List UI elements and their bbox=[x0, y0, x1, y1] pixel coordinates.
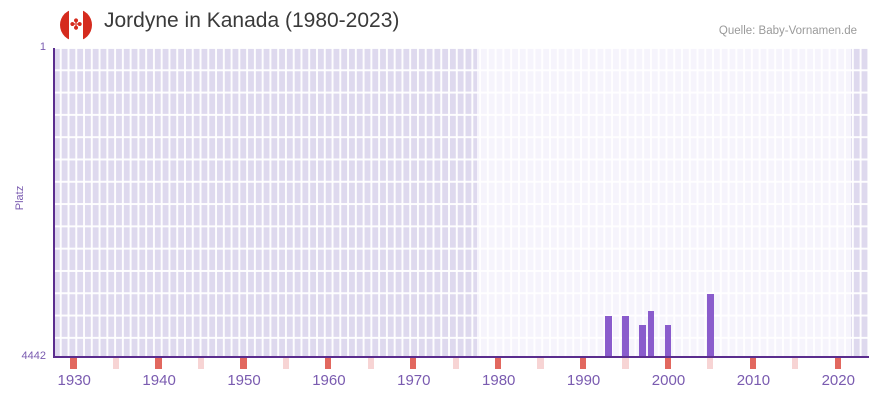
x-tick-major-1940 bbox=[155, 358, 162, 369]
x-tick-major-2020 bbox=[834, 358, 841, 369]
bar-1993[interactable] bbox=[605, 315, 612, 357]
x-axis-label-1930: 1930 bbox=[57, 372, 91, 389]
x-tick-major-1970 bbox=[410, 358, 417, 369]
x-tick-major-1960 bbox=[325, 358, 332, 369]
bar-2005[interactable] bbox=[707, 293, 714, 357]
x-axis-label-1990: 1990 bbox=[566, 372, 601, 389]
x-axis-label-1970: 1970 bbox=[397, 372, 431, 389]
maple-leaf-icon: ✤ bbox=[69, 16, 83, 34]
x-tick-major-2000 bbox=[664, 358, 672, 369]
x-axis-label-1960: 1960 bbox=[312, 372, 346, 389]
canada-flag-icon: ✤ bbox=[60, 9, 92, 41]
bar-2000[interactable] bbox=[664, 324, 672, 357]
y-axis-title: Platz bbox=[14, 185, 26, 211]
x-axis-label-2010: 2010 bbox=[736, 372, 771, 389]
bar-1995[interactable] bbox=[622, 315, 629, 357]
x-tick-minor-2015 bbox=[792, 358, 799, 369]
x-axis-label-2020: 2020 bbox=[821, 372, 855, 389]
x-tick-minor-1985 bbox=[537, 358, 544, 369]
y-axis-tick-bottom: 4442 bbox=[21, 350, 46, 362]
x-tick-minor-1945 bbox=[197, 358, 205, 369]
x-tick-minor-1935 bbox=[112, 358, 120, 369]
y-axis-line bbox=[53, 48, 55, 358]
x-tick-major-1950 bbox=[240, 358, 247, 369]
x-tick-minor-1975 bbox=[452, 358, 459, 369]
source-attribution: Quelle: Baby-Vornamen.de bbox=[718, 25, 857, 37]
x-tick-major-1930 bbox=[70, 358, 77, 369]
x-axis-line bbox=[53, 356, 869, 358]
plot-area bbox=[53, 48, 868, 357]
bar-1998[interactable] bbox=[647, 310, 655, 357]
x-axis-label-2000: 2000 bbox=[651, 372, 686, 389]
x-axis-label-1980: 1980 bbox=[482, 372, 516, 389]
chart-header: ✤ Jordyne in Kanada (1980-2023) Quelle: … bbox=[0, 0, 873, 46]
flag-band-left bbox=[60, 9, 69, 41]
x-tick-major-1980 bbox=[494, 358, 502, 369]
x-axis-label-1950: 1950 bbox=[227, 372, 261, 389]
x-tick-minor-2005 bbox=[707, 358, 714, 369]
x-tick-minor-1995 bbox=[622, 358, 629, 369]
y-axis-tick-top: 1 bbox=[39, 41, 46, 53]
x-tick-major-1990 bbox=[579, 358, 587, 369]
x-tick-minor-1965 bbox=[367, 358, 374, 369]
x-axis-label-1940: 1940 bbox=[142, 372, 176, 389]
flag-band-right bbox=[83, 9, 92, 41]
page-title: Jordyne in Kanada (1980-2023) bbox=[104, 9, 400, 32]
bar-series bbox=[53, 48, 868, 357]
x-tick-minor-1955 bbox=[282, 358, 289, 369]
bar-1997[interactable] bbox=[639, 324, 646, 357]
x-tick-major-2010 bbox=[749, 358, 756, 369]
